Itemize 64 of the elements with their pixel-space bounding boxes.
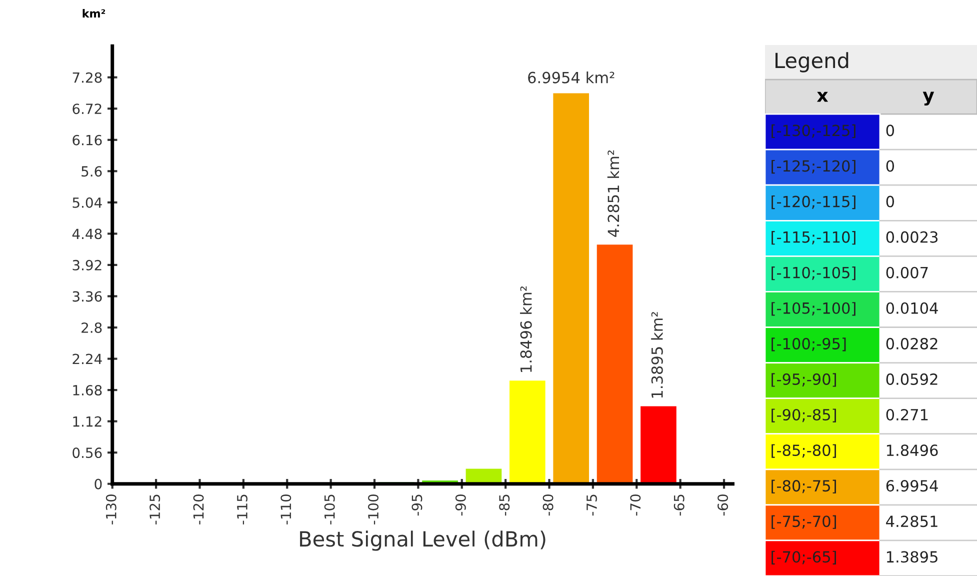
x-tick-label: -85 xyxy=(499,494,510,516)
data-label: 1.8496 km² xyxy=(520,286,532,372)
y-axis-title: km² xyxy=(82,9,106,18)
data-label: 0.0592 xyxy=(886,373,938,385)
category-label: [-105;-100] xyxy=(772,302,856,316)
data-label: 0.0104 xyxy=(886,302,938,314)
category-label: [-100;-95] xyxy=(772,338,846,352)
x-tick-label: -115 xyxy=(237,494,248,524)
data-label: 6.9954 km² xyxy=(528,72,614,84)
y-tick-label: 7.28 xyxy=(72,72,102,83)
category-label: [-120;-115] xyxy=(772,195,856,210)
y-tick-label: 3.36 xyxy=(72,291,102,302)
category-label: [-75;-70] xyxy=(772,515,836,529)
y-tick-label: 6.72 xyxy=(72,104,102,114)
data-label: 0.007 xyxy=(886,266,928,278)
data-label: 4.2851 km² xyxy=(607,150,620,237)
data-label: 0 xyxy=(886,196,894,208)
x-tick-label: -125 xyxy=(150,494,160,524)
x-tick-label: -95 xyxy=(412,494,422,516)
data-label: 6.9954 xyxy=(886,480,938,492)
x-tick-label: -110 xyxy=(280,494,292,524)
x-tick-label: -70 xyxy=(630,494,641,516)
category-label: [-110;-105] xyxy=(772,266,856,280)
text: y xyxy=(922,92,934,106)
data-label: 0.0023 xyxy=(886,231,938,243)
y-tick-label: 4.48 xyxy=(72,228,102,240)
category-label: [-125;-120] xyxy=(772,160,856,174)
data-label: 0 xyxy=(886,160,894,172)
x-tick-label: -120 xyxy=(193,494,204,524)
category-label: [-90;-85] xyxy=(772,408,836,422)
x-tick-label: -60 xyxy=(718,494,728,516)
x-tick-label: -75 xyxy=(586,494,597,516)
data-label: 1.8496 xyxy=(886,444,938,456)
y-tick-label: 2.24 xyxy=(72,354,102,364)
data-label: 0.271 xyxy=(886,408,928,421)
x-tick-label: -65 xyxy=(674,494,684,516)
y-tick-label: 1.68 xyxy=(73,385,102,396)
x-tick-label: -105 xyxy=(324,494,335,524)
y-tick-label: 1.12 xyxy=(73,416,102,427)
x-tick-label: -90 xyxy=(455,494,466,516)
data-label: 4.2851 xyxy=(886,516,938,528)
y-tick-label: 5.04 xyxy=(72,197,102,208)
y-tick-label: 6.16 xyxy=(72,134,102,146)
data-label: 1.3895 xyxy=(886,551,938,563)
y-tick-label: 2.8 xyxy=(82,322,102,333)
data-label: 0 xyxy=(886,124,894,136)
x-tick-label: -100 xyxy=(368,494,379,524)
data-label: 1.3895 km² xyxy=(651,312,663,398)
x-tick-label: -80 xyxy=(542,494,554,516)
y-tick-label: 5.6 xyxy=(82,166,102,177)
y-tick-label: 0 xyxy=(94,478,102,490)
data-label: 0.0282 xyxy=(886,338,938,350)
category-label: [-80;-75] xyxy=(772,480,836,494)
category-label: [-115;-110] xyxy=(772,231,856,245)
category-label: [-85;-80] xyxy=(772,444,836,458)
text: x xyxy=(816,92,828,102)
category-label: [-95;-90] xyxy=(772,373,836,387)
x-axis-title: Best Signal Level (dBm) xyxy=(300,530,546,551)
y-tick-label: 0.56 xyxy=(72,448,102,458)
category-label: [-130;-125] xyxy=(772,124,856,138)
category-label: [-70;-65] xyxy=(772,550,836,564)
y-tick-label: 3.92 xyxy=(72,260,102,270)
text: Legend xyxy=(776,52,848,72)
x-tick-label: -130 xyxy=(106,494,116,524)
